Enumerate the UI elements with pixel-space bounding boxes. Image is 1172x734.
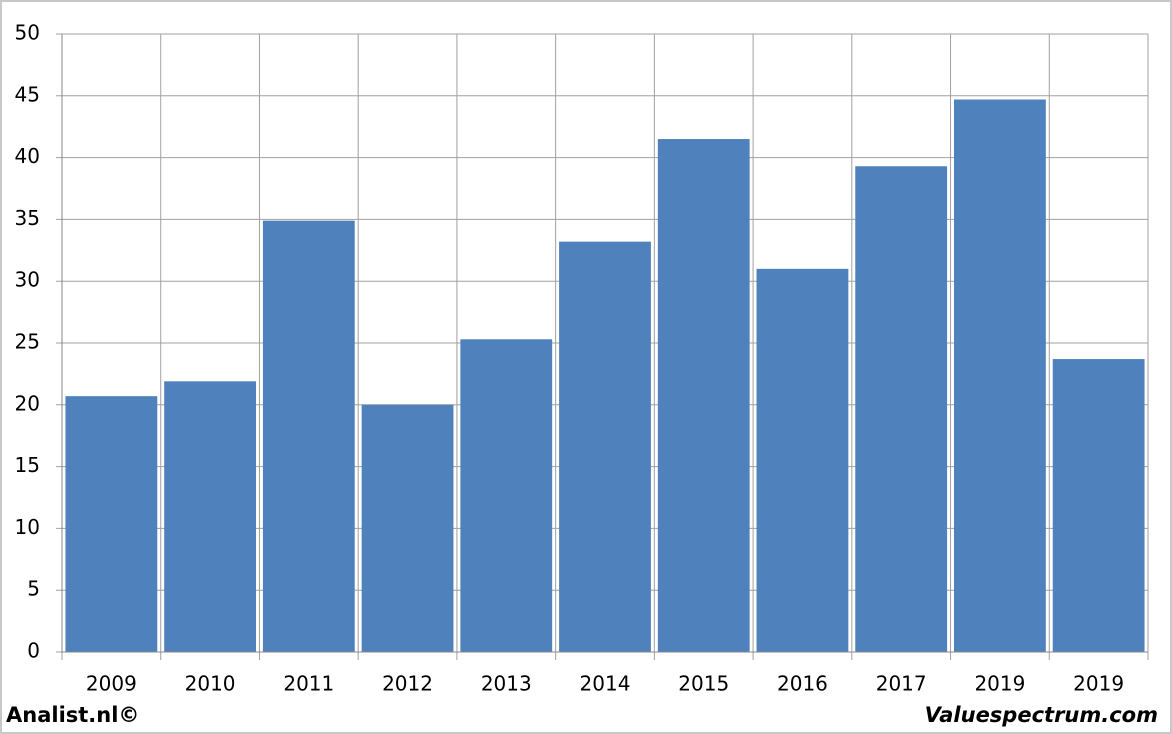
bar: [1052, 359, 1145, 652]
y-tick-label: 50: [15, 21, 40, 45]
y-tick-label: 15: [15, 453, 40, 477]
y-tick-label: 35: [15, 206, 40, 230]
footer-left: Analist.nl©: [6, 703, 139, 727]
x-tick-label: 2013: [481, 672, 532, 696]
bar: [164, 381, 256, 652]
x-tick-label: 2009: [86, 672, 137, 696]
bar: [657, 139, 750, 652]
y-tick-label: 0: [27, 639, 40, 663]
y-tick-label: 20: [15, 391, 40, 415]
bar: [954, 99, 1046, 653]
y-tick-label: 45: [15, 82, 40, 106]
x-tick-label: 2014: [580, 672, 631, 696]
y-tick-label: 40: [15, 144, 40, 168]
y-tick-label: 5: [27, 577, 40, 601]
bar: [65, 396, 158, 652]
x-tick-label: 2016: [777, 672, 828, 696]
bar: [460, 339, 553, 652]
bar: [559, 241, 651, 652]
bar: [361, 404, 454, 652]
bar: [262, 220, 355, 653]
x-tick-label: 2012: [382, 672, 433, 696]
x-tick-label: 2019: [974, 672, 1025, 696]
x-tick-label: 2019: [1073, 672, 1124, 696]
x-tick-label: 2015: [678, 672, 729, 696]
y-tick-label: 25: [15, 330, 40, 354]
x-tick-label: 2017: [876, 672, 927, 696]
footer-right: Valuespectrum.com: [925, 703, 1158, 727]
x-tick-label: 2010: [185, 672, 236, 696]
x-tick-label: 2011: [283, 672, 334, 696]
bar: [855, 166, 948, 652]
y-tick-label: 10: [15, 515, 40, 539]
y-tick-label: 30: [15, 268, 40, 292]
bar: [756, 268, 849, 652]
